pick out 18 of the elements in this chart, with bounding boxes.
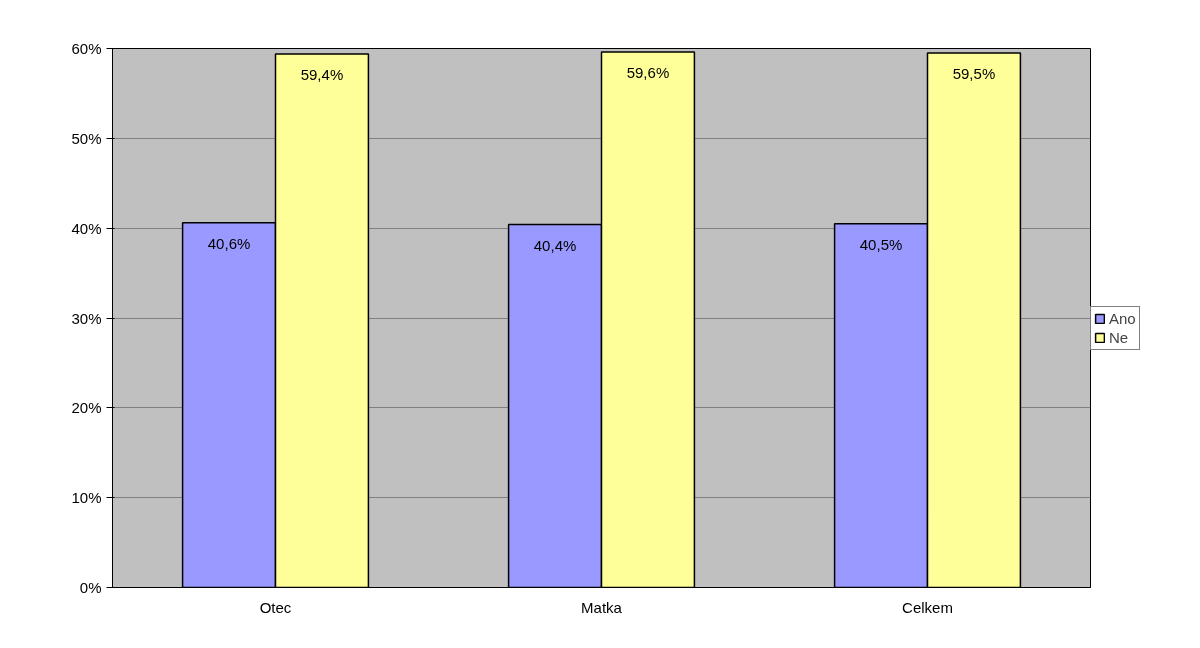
x-tick-label: Otec: [259, 598, 292, 616]
data-label: 40,4%: [533, 236, 577, 254]
legend-label: Ne: [1109, 329, 1129, 346]
data-label: 59,5%: [952, 64, 996, 82]
legend-label: Ano: [1109, 310, 1136, 327]
y-tick-label: 60%: [71, 40, 102, 57]
x-tick-label: Matka: [581, 598, 623, 616]
y-tick-label: 10%: [71, 489, 102, 507]
data-label: 59,6%: [626, 64, 670, 82]
y-tick-label: 30%: [71, 309, 102, 327]
y-tick-label: 0%: [79, 579, 102, 596]
y-tick-label: 40%: [71, 219, 102, 237]
data-label: 40,6%: [207, 234, 251, 252]
y-tick-label: 20%: [71, 399, 102, 417]
data-label: 59,4%: [300, 65, 344, 83]
y-tick-label: 50%: [71, 129, 102, 147]
data-label: 40,5%: [859, 235, 903, 253]
x-tick-label: Celkem: [902, 598, 953, 616]
